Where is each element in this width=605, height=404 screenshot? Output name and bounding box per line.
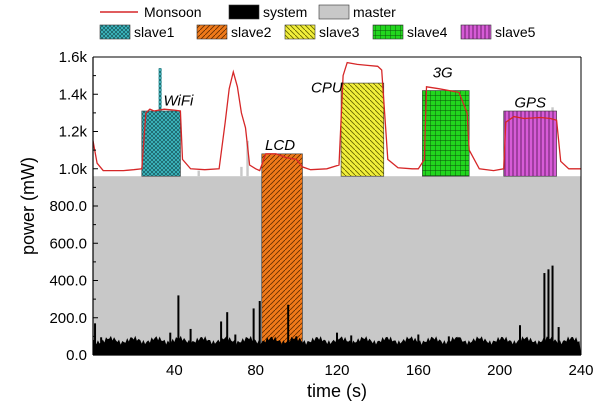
- y-tick-label: 800.0: [49, 198, 87, 215]
- system-spike: [336, 332, 338, 355]
- legend-label: master: [353, 4, 396, 20]
- system-spike: [458, 337, 460, 355]
- monsoon-line: [93, 61, 581, 172]
- system-spike: [287, 304, 290, 355]
- y-tick-label: 0.0: [66, 347, 87, 364]
- system-spike: [543, 273, 546, 355]
- x-tick-label: 240: [568, 362, 593, 379]
- slave5-band: [503, 110, 557, 177]
- legend-label: slave5: [495, 24, 536, 40]
- axes: 0.0 200.0 400.0 600.0 800.0 1.0k 1.2k 1.4k 1.6k 4…: [49, 49, 593, 379]
- slave1-band: [141, 110, 181, 177]
- y-tick-label: 1.0k: [59, 161, 88, 178]
- slave2-band: [261, 153, 303, 355]
- system-spike: [295, 336, 298, 355]
- annotation-label: WiFi: [163, 92, 194, 109]
- legend-label: slave4: [407, 24, 448, 40]
- legend-swatch: [372, 24, 404, 40]
- x-tick-label: 80: [247, 362, 264, 379]
- system-spike: [258, 300, 261, 355]
- y-axis-title: power (mW): [18, 157, 38, 255]
- legend-swatch: [318, 4, 350, 20]
- annotation-label: GPS: [514, 94, 546, 111]
- legend-label: slave2: [231, 24, 272, 40]
- y-tick-label: 1.2k: [59, 124, 88, 141]
- system-spike: [350, 335, 353, 355]
- system-spike: [220, 321, 223, 355]
- system-spike: [226, 312, 229, 355]
- master-spike: [246, 140, 249, 177]
- slave4-band: [422, 90, 470, 177]
- legend: Monsoon system master slave1 slave2 slave3 sla…: [99, 4, 536, 40]
- system-spike: [551, 265, 554, 355]
- system-spike: [417, 334, 420, 355]
- system-spike: [169, 332, 172, 355]
- system-spike: [252, 308, 255, 355]
- x-tick-label: 200: [487, 362, 512, 379]
- y-tick-label: 1.6k: [59, 49, 88, 66]
- legend-swatch: [99, 24, 131, 40]
- legend-label: Monsoon: [144, 4, 202, 20]
- legend-label: slave1: [134, 24, 175, 40]
- legend-label: system: [263, 4, 307, 20]
- legend-swatch: [284, 24, 316, 40]
- slave3-band: [340, 82, 385, 177]
- annotation-label: CPU: [311, 79, 343, 96]
- legend-swatch: [460, 24, 492, 40]
- system-spike: [547, 269, 550, 355]
- system-spike: [447, 336, 450, 355]
- x-tick-label: 120: [324, 362, 349, 379]
- master-spike: [240, 166, 243, 177]
- master-spike: [197, 170, 200, 177]
- annotations: WiFi LCD CPU 3G GPS: [163, 64, 546, 154]
- slave1-peak: [158, 68, 162, 112]
- system-spike: [100, 337, 103, 355]
- x-axis-title: time (s): [307, 381, 367, 401]
- plot-area: [93, 61, 581, 355]
- system-spike: [519, 325, 521, 355]
- y-tick-label: 200.0: [49, 310, 87, 327]
- annotation-label: LCD: [265, 137, 295, 154]
- system-spike: [234, 334, 237, 355]
- legend-swatch: [196, 24, 228, 40]
- y-tick-label: 400.0: [49, 273, 87, 290]
- x-tick-label: 160: [406, 362, 431, 379]
- annotation-label: 3G: [433, 64, 453, 81]
- system-spike: [177, 295, 180, 355]
- system-spike: [557, 327, 560, 355]
- system-spike: [189, 328, 192, 355]
- legend-label: slave3: [319, 24, 360, 40]
- legend-swatch: [228, 4, 260, 20]
- system-spike: [94, 323, 97, 355]
- x-tick-label: 40: [166, 362, 183, 379]
- master-area: [93, 176, 581, 355]
- y-tick-label: 600.0: [49, 235, 87, 252]
- y-tick-label: 1.4k: [59, 86, 88, 103]
